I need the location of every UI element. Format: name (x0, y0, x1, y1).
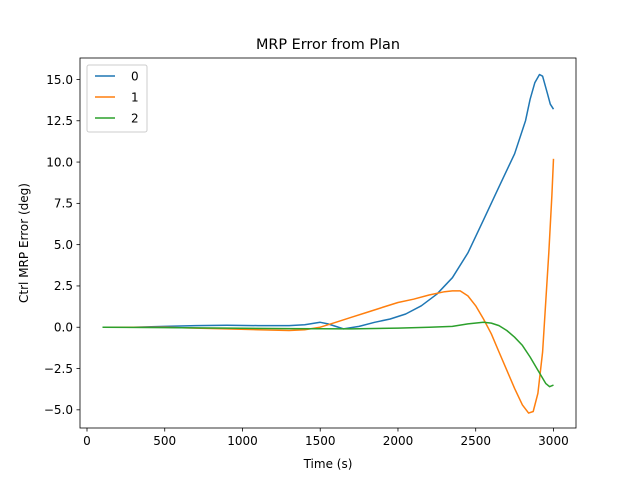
axes-background (80, 58, 576, 428)
x-tick-label: 3000 (538, 434, 569, 448)
y-tick-label: 12.5 (46, 114, 73, 128)
legend: 0 1 2 (86, 64, 148, 133)
plot-area (79, 57, 577, 429)
y-tick-label: 15.0 (46, 73, 73, 87)
y-axis: −5.0 −2.5 0.0 2.5 5.0 7.5 10.0 12.5 15.0 (44, 73, 80, 417)
y-axis-label: Ctrl MRP Error (deg) (17, 183, 31, 303)
legend-label-1: 1 (131, 90, 139, 104)
x-tick-label: 2500 (460, 434, 491, 448)
y-tick-label: 7.5 (54, 197, 73, 211)
x-tick-label: 1000 (227, 434, 258, 448)
legend-label-0: 0 (131, 69, 139, 83)
x-tick-label: 500 (153, 434, 176, 448)
y-tick-label: 0.0 (54, 321, 73, 335)
x-axis: 0 500 1000 1500 2000 2500 3000 (83, 428, 569, 448)
y-tick-label: 10.0 (46, 155, 73, 169)
x-tick-label: 0 (83, 434, 91, 448)
series-line-1 (102, 158, 555, 414)
legend-items: 0 1 2 (95, 69, 139, 125)
chart-title: MRP Error from Plan (256, 37, 400, 53)
series-line-2 (102, 321, 554, 388)
x-tick-label: 2000 (383, 434, 414, 448)
y-tick-label: −2.5 (44, 362, 73, 376)
y-tick-label: 5.0 (54, 238, 73, 252)
y-tick-label: 2.5 (54, 279, 73, 293)
y-tick-label: −5.0 (44, 403, 73, 417)
legend-label-2: 2 (131, 111, 139, 125)
axes-frame (79, 57, 577, 429)
x-axis-label: Time (s) (303, 457, 353, 471)
series-layer (102, 73, 555, 414)
x-tick-label: 1500 (305, 434, 336, 448)
series-line-0 (102, 73, 555, 330)
legend-frame (86, 64, 148, 133)
